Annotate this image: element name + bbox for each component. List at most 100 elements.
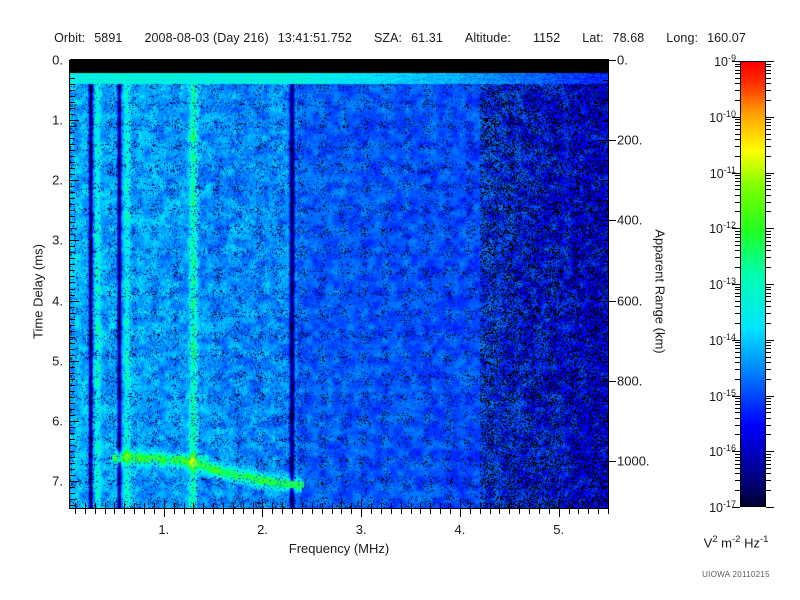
y2-tick-minor: [603, 401, 609, 402]
x-tick-minor: [569, 503, 570, 509]
colorbar-minor-tick-left: [735, 185, 740, 186]
colorbar-tick-exponent: -11: [723, 164, 736, 175]
y-tick-major: [69, 301, 79, 302]
x-outer-tick: [213, 509, 214, 514]
colorbar-minor-tick-left: [735, 457, 740, 458]
x-tick-minor: [282, 503, 283, 509]
y2-tick-minor: [603, 481, 609, 482]
x-outer-tick: [578, 509, 579, 514]
x-outer-tick: [361, 509, 362, 517]
colorbar-minor-tick-right: [766, 490, 771, 491]
x-tick-minor: [243, 503, 244, 509]
y-tick-minor: [69, 96, 75, 97]
x-tick-minor: [144, 503, 145, 509]
altitude-label: Altitude:: [464, 31, 511, 45]
x-axis-tick-label: 1.: [158, 522, 170, 537]
x-outer-tick: [312, 509, 313, 514]
x-tick-minor: [341, 503, 342, 509]
y2-tick-major: [599, 461, 609, 462]
y2-tick-minor: [603, 240, 609, 241]
colorbar-minor-tick-right: [766, 460, 771, 461]
x-outer-tick: [134, 509, 135, 514]
colorbar-minor-tick-right: [766, 100, 771, 101]
x-outer-tick: [430, 509, 431, 514]
y-tick-major: [69, 180, 79, 181]
colorbar-minor-tick-right: [766, 342, 771, 343]
colorbar-tick-base: 10: [709, 222, 723, 237]
x-tick-minor: [292, 503, 293, 509]
colorbar-minor-tick-left: [735, 146, 740, 147]
colorbar-tick-exponent: -9: [727, 52, 736, 63]
colorbar-minor-tick-left: [735, 289, 740, 290]
colorbar-minor-tick-left: [735, 398, 740, 399]
x-outer-tick: [401, 509, 402, 514]
x-outer-tick: [233, 509, 234, 514]
y-tick-minor: [69, 246, 75, 247]
colorbar-minor-tick-right: [766, 369, 771, 370]
colorbar-minor-tick-left: [735, 342, 740, 343]
y2-tick-minor: [603, 421, 609, 422]
colorbar-minor-tick-right: [766, 189, 771, 190]
y-tick-minor: [69, 499, 75, 500]
colorbar-minor-tick-left: [735, 241, 740, 242]
x-tick-minor: [450, 503, 451, 509]
y-tick-minor: [69, 174, 75, 175]
x-tick-minor: [381, 503, 382, 509]
colorbar-minor-tick-left: [735, 257, 740, 258]
lat-label: Lat:: [582, 31, 604, 45]
colorbar-minor-tick-right: [766, 202, 771, 203]
x-outer-tick: [608, 509, 609, 514]
colorbar-minor-tick-right: [766, 129, 771, 130]
x-outer-tick: [480, 509, 481, 514]
x-tick-minor: [420, 503, 421, 509]
radargram-heatmap-canvas: [70, 60, 608, 508]
colorbar-minor-tick-right: [766, 352, 771, 353]
x-tick-minor: [480, 503, 481, 509]
colorbar-minor-tick-left: [735, 134, 740, 135]
colorbar-minor-tick-right: [766, 418, 771, 419]
x-outer-tick: [509, 509, 510, 514]
y-tick-minor: [69, 84, 75, 85]
y2-tick-major: [599, 381, 609, 382]
x-tick-minor: [509, 503, 510, 509]
colorbar-major-tick-right: [766, 507, 774, 508]
colorbar-minor-tick-left: [735, 323, 740, 324]
sza-value: 61.31: [411, 31, 443, 45]
y-tick-minor: [69, 457, 75, 458]
colorbar-major-tick-right: [766, 173, 774, 174]
x-tick-minor: [539, 503, 540, 509]
y-tick-minor: [69, 114, 75, 115]
y-axis-right-tick-label: 600.: [617, 293, 643, 309]
x-outer-tick: [184, 509, 185, 514]
colorbar-minor-tick-right: [766, 287, 771, 288]
colorbar-minor-tick-right: [766, 250, 771, 251]
y2-outer-tick: [609, 220, 616, 221]
y-tick-minor: [69, 451, 75, 452]
y-tick-minor: [69, 222, 75, 223]
y2-tick-minor: [603, 361, 609, 362]
colorbar-minor-tick-left: [735, 119, 740, 120]
x-tick-minor: [184, 503, 185, 509]
y-tick-major: [69, 240, 79, 241]
x-tick-minor: [312, 503, 313, 509]
x-outer-tick: [203, 509, 204, 514]
x-tick-minor: [203, 503, 204, 509]
colorbar-gradient: [741, 62, 765, 506]
x-axis-tick-label: 4.: [454, 522, 466, 537]
colorbar-major-tick-left: [732, 507, 740, 508]
x-tick-minor: [598, 503, 599, 509]
colorbar-tick-label: 10-10: [709, 109, 736, 125]
x-outer-tick: [85, 509, 86, 514]
x-tick-minor: [322, 503, 323, 509]
y2-tick-minor: [603, 341, 609, 342]
colorbar-minor-tick-right: [766, 473, 771, 474]
y-tick-minor: [69, 234, 75, 235]
unit-hz-exp: -1: [759, 534, 769, 545]
colorbar-minor-tick-right: [766, 64, 771, 65]
y-tick-major: [69, 421, 79, 422]
y-tick-minor: [69, 228, 75, 229]
colorbar-minor-tick-left: [735, 250, 740, 251]
y-tick-minor: [69, 295, 75, 296]
colorbar-minor-tick-right: [766, 267, 771, 268]
